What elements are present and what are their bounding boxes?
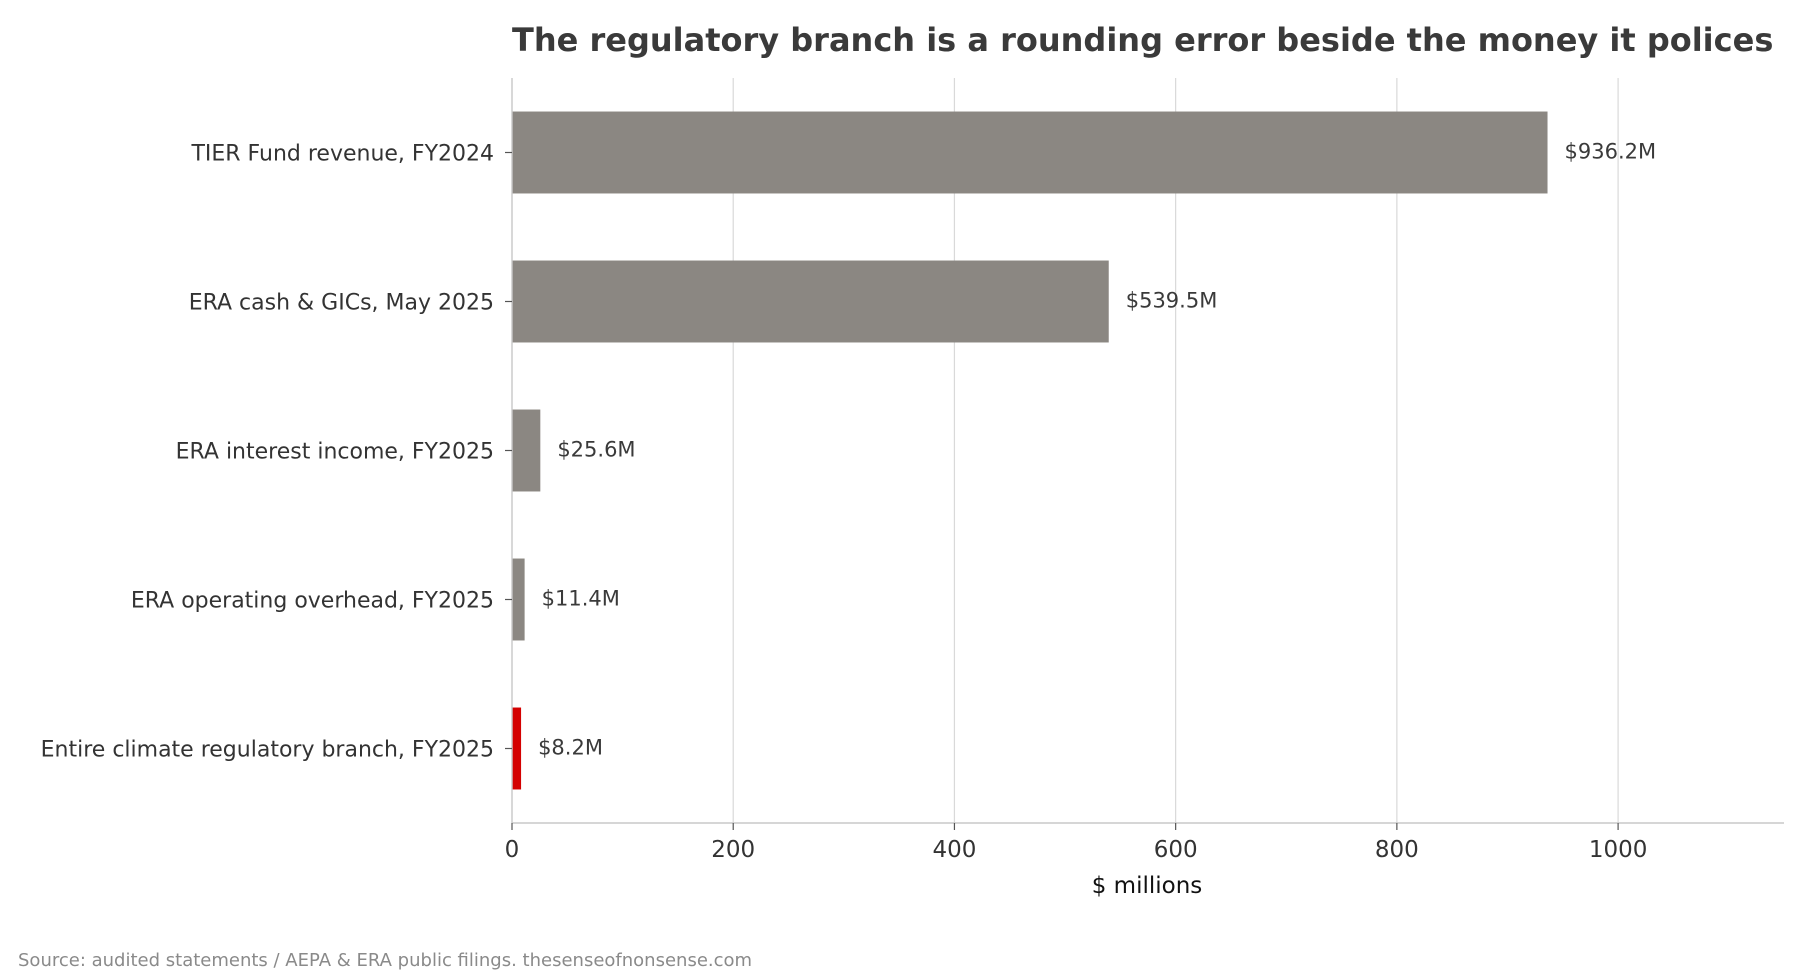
value-label-1: $936.2M <box>1565 140 1657 164</box>
bar-2 <box>512 260 1109 343</box>
value-label-4: $11.4M <box>542 587 620 611</box>
category-label-4: ERA operating overhead, FY2025 <box>131 589 494 614</box>
x-tick-label-800: 800 <box>1375 837 1419 863</box>
value-label-3: $25.6M <box>557 438 635 462</box>
bars <box>512 111 1548 790</box>
x-axis-title: $ millions <box>1092 873 1203 899</box>
category-label-5: Entire climate regulatory branch, FY2025 <box>41 738 494 763</box>
value-label-2: $539.5M <box>1126 289 1218 313</box>
category-label-1: TIER Fund revenue, FY2024 <box>190 142 494 167</box>
chart-title: The regulatory branch is a rounding erro… <box>512 21 1773 59</box>
bar-5 <box>512 707 522 790</box>
x-tick-label-0: 0 <box>505 837 520 863</box>
bar-3 <box>512 409 541 492</box>
gridlines <box>732 78 1619 823</box>
bar-1 <box>512 111 1548 194</box>
value-label-5: $8.2M <box>538 736 603 760</box>
axes <box>505 78 1784 830</box>
bar-4 <box>512 558 525 641</box>
source-note: Source: audited statements / AEPA & ERA … <box>18 950 752 971</box>
x-tick-label-1000: 1000 <box>1589 837 1648 863</box>
x-tick-label-200: 200 <box>711 837 755 863</box>
category-label-3: ERA interest income, FY2025 <box>176 440 494 465</box>
labels: 0 200 400 600 800 1000 TIER Fund revenue, FY20… <box>41 140 1656 864</box>
category-label-2: ERA cash & GICs, May 2025 <box>189 291 494 316</box>
x-tick-label-600: 600 <box>1154 837 1198 863</box>
x-tick-label-400: 400 <box>932 837 976 863</box>
